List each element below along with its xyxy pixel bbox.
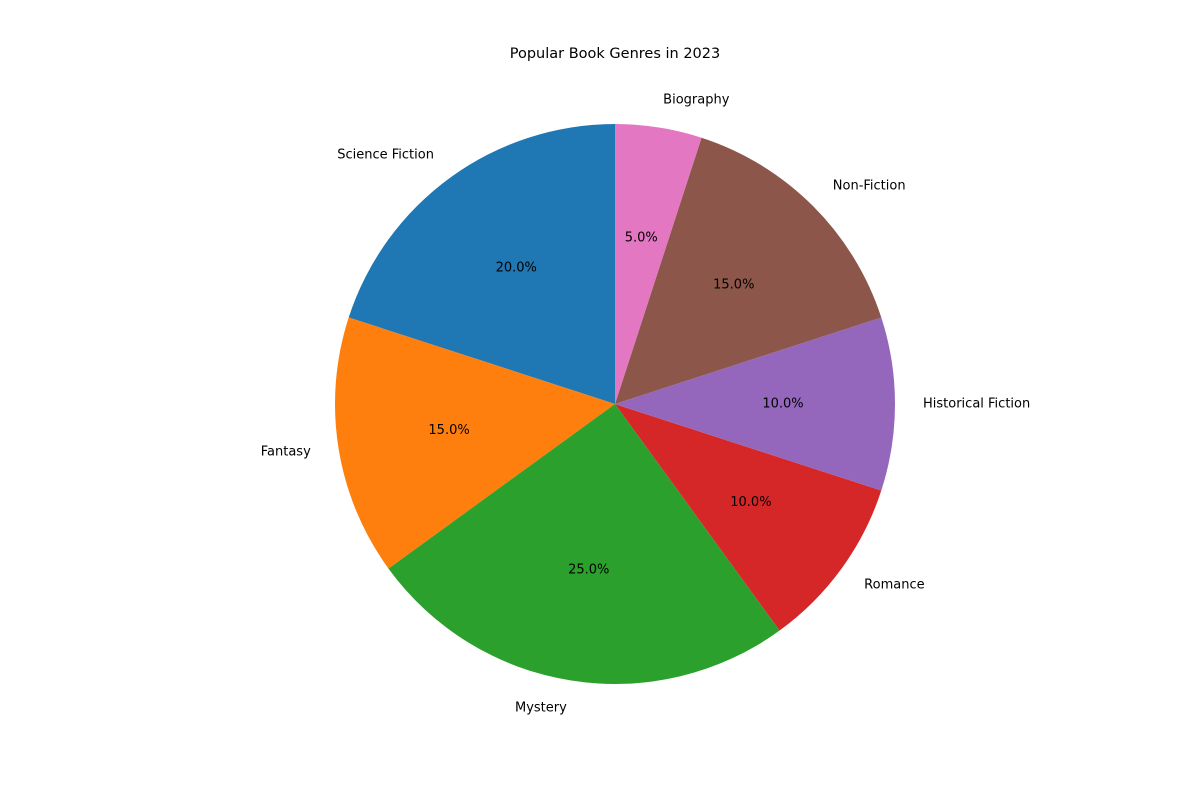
chart-title: Popular Book Genres in 2023 <box>510 46 720 62</box>
slice-label-biography: Biography <box>663 92 730 107</box>
slice-label-romance: Romance <box>864 578 924 593</box>
pie-slice-biography <box>615 124 702 404</box>
percent-label-mystery: 25.0% <box>568 562 609 577</box>
percent-label-fantasy: 15.0% <box>428 423 469 438</box>
pie-slices <box>335 124 896 684</box>
slice-label-mystery: Mystery <box>515 701 567 716</box>
percent-label-historical-fiction: 10.0% <box>762 397 803 412</box>
slice-label-fantasy: Fantasy <box>261 445 311 460</box>
pie-slice-mystery <box>388 404 780 684</box>
pie-slice-historical-fiction <box>615 317 896 491</box>
slice-label-science-fiction: Science Fiction <box>337 147 434 162</box>
percent-label-romance: 10.0% <box>730 495 771 510</box>
pie-slice-non-fiction <box>615 137 882 405</box>
pie-slice-science-fiction <box>348 124 615 404</box>
percent-label-science-fiction: 20.0% <box>496 261 537 276</box>
pie-slice-romance <box>615 404 882 631</box>
slice-label-historical-fiction: Historical Fiction <box>923 397 1030 412</box>
percent-label-non-fiction: 15.0% <box>713 278 754 293</box>
slice-label-non-fiction: Non-Fiction <box>833 179 906 194</box>
pie-labels: Science Fiction 20.0% Fantasy 15.0% Mystery 2… <box>261 92 1030 715</box>
percent-label-biography: 5.0% <box>625 231 658 246</box>
pie-slice-fantasy <box>335 317 615 569</box>
